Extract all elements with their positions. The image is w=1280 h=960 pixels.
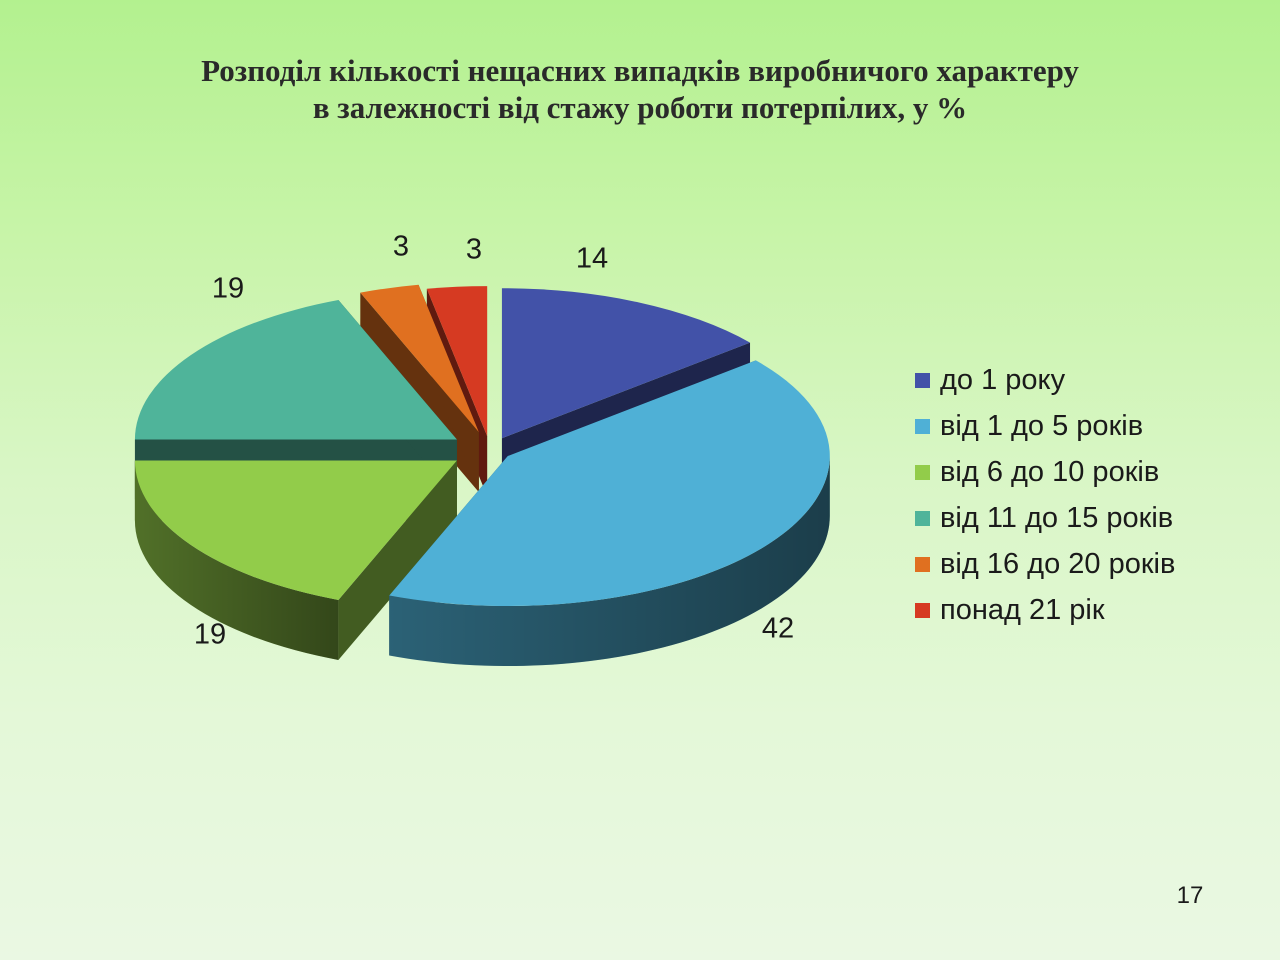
legend-swatch-3 xyxy=(915,464,930,480)
pie-slice-3-top xyxy=(134,460,457,600)
legend-item-5: від 16 до 20 років xyxy=(915,541,1175,587)
pie-slice-3-side-shade-1 xyxy=(134,460,339,660)
legend-item-2: від 1 до 5 років xyxy=(915,403,1175,449)
legend-label-4: від 11 до 15 років xyxy=(940,501,1174,534)
chart-title: Розподіл кількості нещасних випадків вир… xyxy=(0,52,1280,126)
legend-swatch-6 xyxy=(915,602,930,618)
legend-label-5: від 16 до 20 років xyxy=(940,547,1176,580)
pie-slices xyxy=(134,284,830,667)
legend-item-4: від 11 до 15 років xyxy=(915,495,1175,541)
chart-title-line-1: Розподіл кількості нещасних випадків вир… xyxy=(201,53,1079,88)
pie-slice-2-side-shade-1 xyxy=(389,456,830,667)
data-label-4: 19 xyxy=(212,273,244,305)
legend-item-1: до 1 року xyxy=(915,357,1175,403)
legend-swatch-1 xyxy=(915,372,930,388)
legend-item-6: понад 21 рік xyxy=(915,587,1175,633)
data-label-3: 19 xyxy=(194,619,226,651)
pie-slice-2 xyxy=(389,360,830,667)
pie-slice-5-top xyxy=(360,284,479,433)
chart-title-line-2: в залежності від стажу роботи потерпілих… xyxy=(312,90,968,125)
legend-label-1: до 1 року xyxy=(940,363,1066,396)
pie-slice-2-top xyxy=(389,360,830,607)
page-number: 17 xyxy=(1176,882,1204,909)
chart-legend: до 1 року від 1 до 5 років від 6 до 10 рок… xyxy=(915,357,1175,633)
legend-item-3: від 6 до 10 років xyxy=(915,449,1175,495)
legend-label-3: від 6 до 10 років xyxy=(940,455,1160,488)
pie-slice-3 xyxy=(134,460,457,660)
data-label-5: 3 xyxy=(393,231,409,263)
data-label-6: 3 xyxy=(466,234,482,266)
legend-label-2: від 1 до 5 років xyxy=(940,409,1144,442)
legend-swatch-2 xyxy=(915,418,930,434)
pie-slice-4-top xyxy=(134,300,457,440)
legend-label-6: понад 21 рік xyxy=(940,593,1105,626)
legend-swatch-4 xyxy=(915,510,930,526)
pie-data-labels: 14 42 19 19 3 3 xyxy=(194,231,794,651)
legend-swatch-5 xyxy=(915,556,930,572)
pie-slice-6-top xyxy=(426,286,488,437)
pie-slice-1-top xyxy=(501,288,751,439)
data-label-1: 14 xyxy=(576,243,608,275)
data-label-2: 42 xyxy=(762,613,794,645)
